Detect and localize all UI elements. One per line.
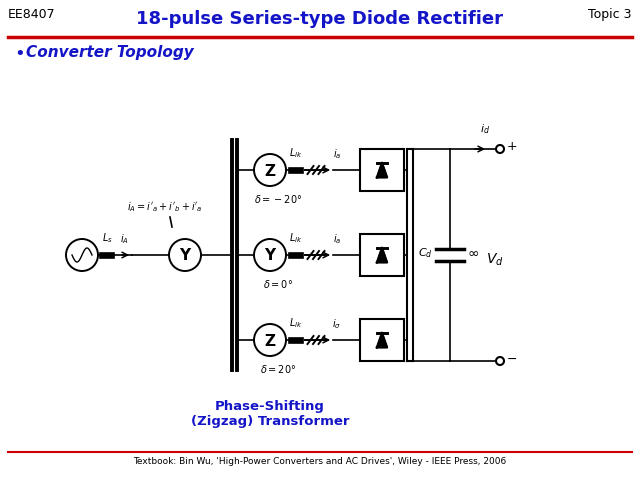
Polygon shape [377,248,387,263]
Text: $\delta = 20°$: $\delta = 20°$ [260,363,296,375]
Text: $L_{lk}$: $L_{lk}$ [289,146,303,160]
Text: Textbook: Bin Wu, 'High-Power Converters and AC Drives', Wiley - IEEE Press, 200: Textbook: Bin Wu, 'High-Power Converters… [133,457,507,466]
Text: $\infty$: $\infty$ [467,246,479,260]
Text: $V_d$: $V_d$ [486,252,504,268]
Circle shape [254,324,286,356]
Text: $L_s$: $L_s$ [102,231,113,245]
Text: $i_\sigma$: $i_\sigma$ [332,317,342,331]
Bar [360,319,404,361]
Text: $C_d$: $C_d$ [419,246,433,260]
Text: $i_A$: $i_A$ [120,232,129,246]
Text: $L_{lk}$: $L_{lk}$ [289,231,303,245]
Text: Converter Topology: Converter Topology [26,45,194,60]
Text: $L_{lk}$: $L_{lk}$ [289,316,303,330]
Text: Z: Z [264,334,275,348]
Text: EE8407: EE8407 [8,8,56,21]
Bar [100,252,114,257]
Polygon shape [377,333,387,348]
Text: Y: Y [264,249,276,264]
Text: +: + [507,140,518,153]
Text: $\delta = 0°$: $\delta = 0°$ [263,278,293,290]
Text: •: • [14,45,25,63]
Text: Phase-Shifting
(Zigzag) Transformer: Phase-Shifting (Zigzag) Transformer [191,400,349,428]
Bar [289,168,303,172]
Circle shape [254,239,286,271]
Circle shape [254,154,286,186]
Text: Topic 3: Topic 3 [589,8,632,21]
Bar [360,234,404,276]
Text: $\delta = -20°$: $\delta = -20°$ [254,193,302,205]
Polygon shape [377,163,387,178]
Circle shape [169,239,201,271]
Bar [360,149,404,191]
Text: $-$: $-$ [506,351,517,364]
Bar [289,252,303,257]
Text: Z: Z [264,164,275,179]
Circle shape [66,239,98,271]
Text: $i_A = i'_a + i'_b + i'_a$: $i_A = i'_a + i'_b + i'_a$ [127,200,203,214]
Text: $i_a$: $i_a$ [333,232,341,246]
Text: $i_d$: $i_d$ [480,122,490,136]
Text: 18-pulse Series-type Diode Rectifier: 18-pulse Series-type Diode Rectifier [136,10,504,28]
Text: $i_a$: $i_a$ [333,147,341,161]
Text: Y: Y [179,249,191,264]
Bar [289,337,303,343]
